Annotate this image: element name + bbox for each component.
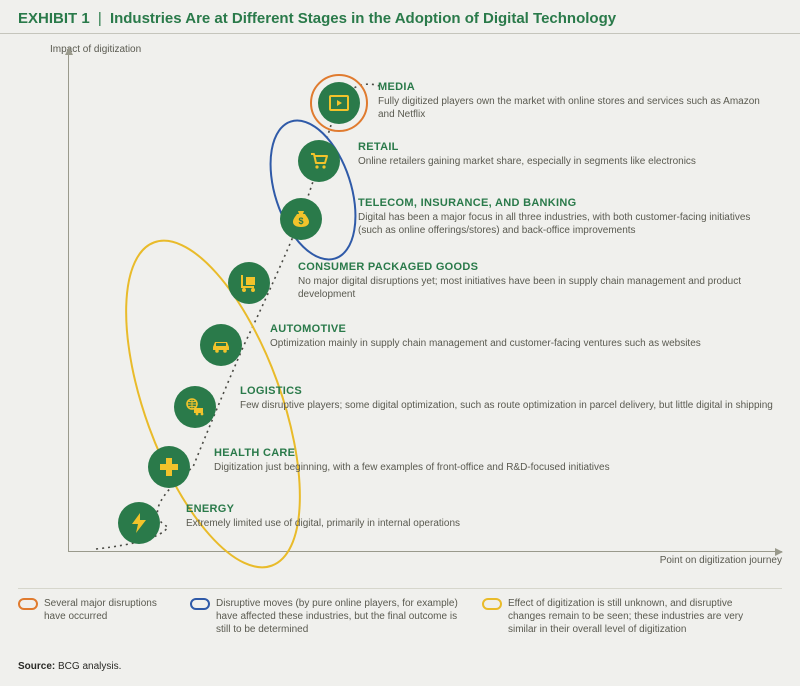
node-heading: CONSUMER PACKAGED GOODS: [298, 260, 774, 275]
node-heading: AUTOMOTIVE: [270, 322, 774, 337]
title-separator: |: [98, 10, 102, 27]
plus-icon: [157, 455, 181, 479]
node-desc: Few disruptive players; some digital opt…: [240, 399, 774, 413]
node-heading: ENERGY: [186, 502, 774, 517]
exhibit-title: EXHIBIT 1 | Industries Are at Different …: [18, 10, 782, 27]
legend-swatch: [482, 598, 502, 610]
car-icon: [209, 333, 233, 357]
legend-text: Several major disruptions have occurred: [44, 597, 168, 623]
node-label-cpg: CONSUMER PACKAGED GOODSNo major digital …: [298, 260, 774, 302]
exhibit-subtitle: Industries Are at Different Stages in th…: [110, 10, 616, 27]
moneybag-icon: $: [289, 207, 313, 231]
legend-text: Effect of digitization is still unknown,…: [508, 597, 752, 636]
node-label-energy: ENERGYExtremely limited use of digital, …: [186, 502, 774, 530]
node-energy: [118, 502, 160, 544]
legend-item: Several major disruptions have occurred: [18, 597, 168, 636]
legend-swatch: [18, 598, 38, 610]
node-label-auto: AUTOMOTIVEOptimization mainly in supply …: [270, 322, 774, 350]
node-desc: Extremely limited use of digital, primar…: [186, 517, 774, 531]
node-label-health: HEALTH CAREDigitization just beginning, …: [214, 446, 774, 474]
cart-icon: [307, 149, 331, 173]
legend: Several major disruptions have occurred D…: [18, 588, 782, 636]
globe-truck-icon: [183, 395, 207, 419]
source-label: Source:: [18, 661, 55, 672]
node-desc: Digital has been a major focus in all th…: [358, 211, 774, 238]
source-value: BCG analysis.: [58, 661, 121, 672]
node-heading: MEDIA: [378, 80, 774, 95]
exhibit-prefix: EXHIBIT 1: [18, 10, 90, 27]
node-label-media: MEDIAFully digitized players own the mar…: [378, 80, 774, 122]
x-axis-label: Point on digitization journey: [660, 555, 782, 566]
node-heading: TELECOM, INSURANCE, AND BANKING: [358, 196, 774, 211]
legend-swatch: [190, 598, 210, 610]
legend-item: Effect of digitization is still unknown,…: [482, 597, 752, 636]
node-health: [148, 446, 190, 488]
node-logistics: [174, 386, 216, 428]
node-media: [318, 82, 360, 124]
legend-item: Disruptive moves (by pure online players…: [190, 597, 460, 636]
node-cpg: [228, 262, 270, 304]
bolt-icon: [127, 511, 151, 535]
node-label-telecom: TELECOM, INSURANCE, AND BANKINGDigital h…: [358, 196, 774, 238]
legend-text: Disruptive moves (by pure online players…: [216, 597, 460, 636]
node-desc: Fully digitized players own the market w…: [378, 95, 774, 122]
y-axis-label: Impact of digitization: [50, 44, 141, 55]
node-telecom: $: [280, 198, 322, 240]
node-heading: LOGISTICS: [240, 384, 774, 399]
node-label-logistics: LOGISTICSFew disruptive players; some di…: [240, 384, 774, 412]
chart-area: Impact of digitization Point on digitiza…: [18, 42, 782, 572]
node-retail: [298, 140, 340, 182]
svg-text:$: $: [298, 216, 303, 226]
node-desc: No major digital disruptions yet; most i…: [298, 275, 774, 302]
source-line: Source: BCG analysis.: [18, 661, 121, 672]
node-label-retail: RETAILOnline retailers gaining market sh…: [358, 140, 774, 168]
y-axis: [68, 48, 69, 552]
node-heading: HEALTH CARE: [214, 446, 774, 461]
x-axis: [68, 551, 782, 552]
play-icon: [327, 91, 351, 115]
node-desc: Online retailers gaining market share, e…: [358, 155, 774, 169]
node-auto: [200, 324, 242, 366]
node-desc: Optimization mainly in supply chain mana…: [270, 337, 774, 351]
node-desc: Digitization just beginning, with a few …: [214, 461, 774, 475]
exhibit-header: EXHIBIT 1 | Industries Are at Different …: [0, 0, 800, 34]
trolley-icon: [237, 271, 261, 295]
node-heading: RETAIL: [358, 140, 774, 155]
